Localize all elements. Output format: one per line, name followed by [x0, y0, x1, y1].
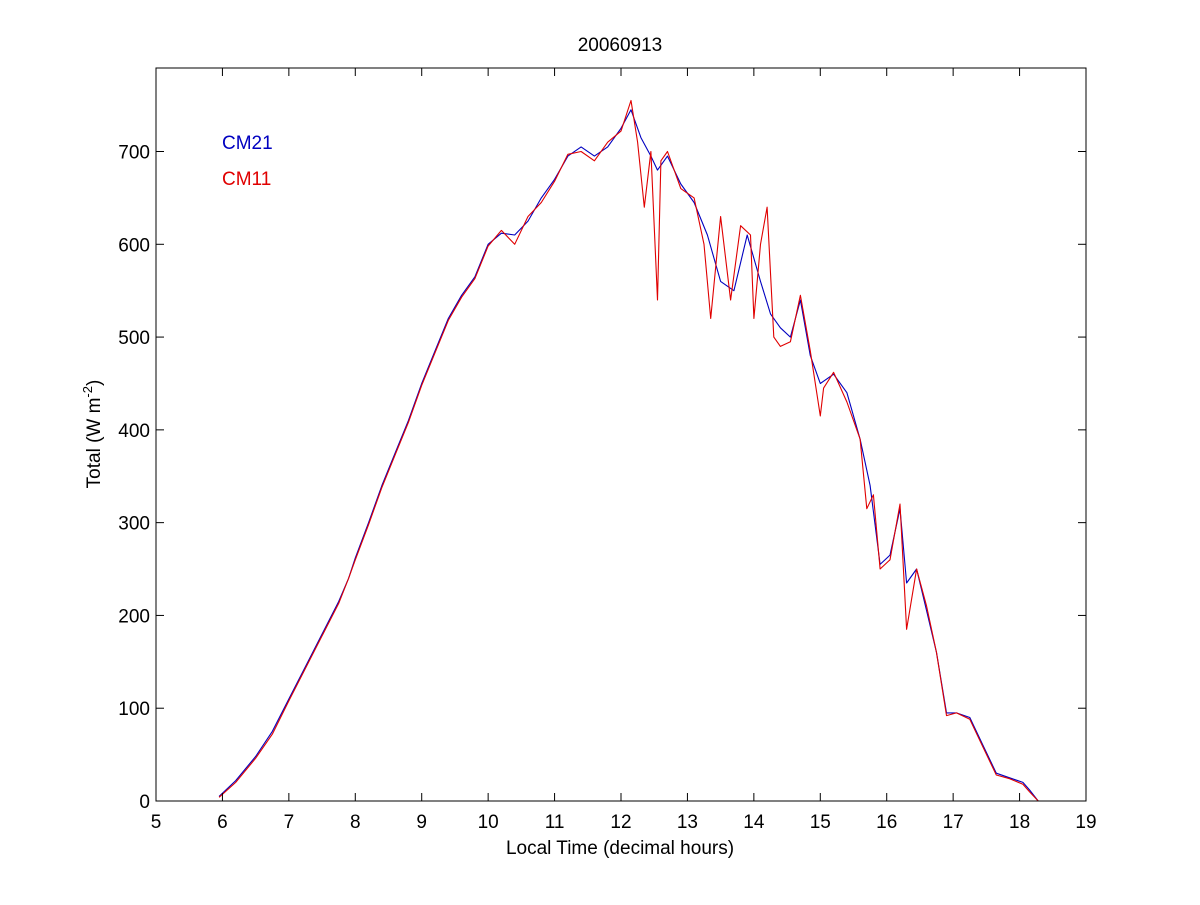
x-tick-label: 9 — [416, 812, 427, 833]
x-tick-label: 8 — [350, 812, 361, 833]
x-tick-label: 17 — [943, 812, 964, 833]
y-axis-ticks: 0 100 200 300 400 500 600 700 — [118, 143, 1086, 813]
y-tick-label: 500 — [118, 328, 150, 349]
x-tick-label: 12 — [610, 812, 631, 833]
y-axis-label-superscript: -2 — [80, 386, 95, 398]
y-axis-label-main: Total (W m — [84, 398, 105, 489]
x-tick-label: 5 — [151, 812, 162, 833]
x-tick-label: 15 — [810, 812, 831, 833]
y-tick-label: 300 — [118, 514, 150, 535]
x-tick-label: 13 — [677, 812, 698, 833]
y-tick-label: 700 — [118, 143, 150, 164]
x-tick-label: 6 — [217, 812, 228, 833]
legend: CM21 CM11 — [222, 133, 273, 190]
x-axis-label: Local Time (decimal hours) — [506, 838, 734, 859]
series-layer — [218, 99, 1039, 802]
x-tick-label: 14 — [743, 812, 765, 833]
y-tick-label: 0 — [139, 792, 150, 813]
y-tick-label: 400 — [118, 421, 150, 442]
y-tick-label: 600 — [118, 235, 150, 256]
y-tick-label: 100 — [118, 699, 150, 720]
x-tick-label: 7 — [284, 812, 295, 833]
x-tick-label: 16 — [876, 812, 897, 833]
legend-entry-cm21: CM21 — [222, 133, 273, 154]
y-axis-label-close: ) — [84, 380, 105, 386]
chart-title: 20060913 — [578, 35, 663, 56]
y-tick-label: 200 — [118, 606, 150, 627]
x-tick-label: 11 — [545, 812, 565, 833]
series-line-cm21 — [218, 109, 1039, 802]
y-axis-label: Total (W m-2) — [80, 380, 105, 489]
x-tick-label: 10 — [478, 812, 499, 833]
x-tick-label: 19 — [1075, 812, 1096, 833]
series-line-cm11 — [218, 99, 1039, 802]
legend-entry-cm11: CM11 — [222, 169, 271, 190]
x-axis-ticks: 5 6 7 8 9 10 11 12 13 14 15 16 17 18 19 — [151, 68, 1097, 833]
x-tick-label: 18 — [1009, 812, 1030, 833]
